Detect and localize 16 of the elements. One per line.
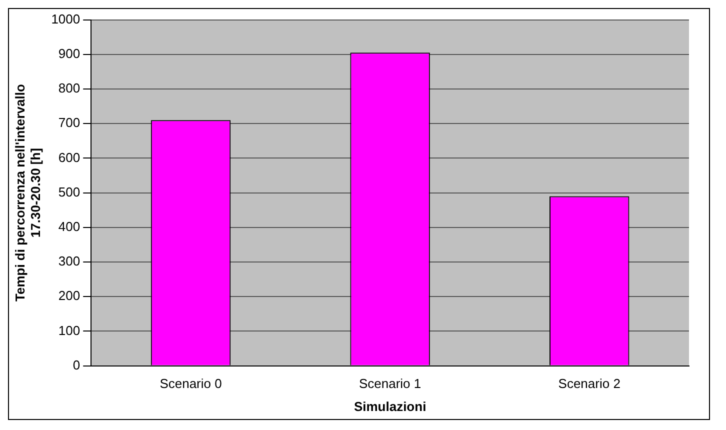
x-tick-label: Scenario 0 bbox=[160, 376, 222, 392]
y-tick-label: 700 bbox=[58, 115, 80, 130]
y-tick-label: 100 bbox=[58, 322, 80, 338]
y-tick-label: 1000 bbox=[51, 11, 80, 26]
x-axis-title: Simulazioni bbox=[354, 398, 426, 414]
y-tick-label: 600 bbox=[58, 150, 80, 165]
y-tick-label: 400 bbox=[58, 218, 80, 234]
y-tick-label: 300 bbox=[58, 254, 80, 269]
y-tick-label: 500 bbox=[58, 184, 80, 200]
y-tick-label: 900 bbox=[58, 46, 80, 61]
y-tick-label: 800 bbox=[58, 80, 80, 96]
x-tick-label: Scenario 2 bbox=[558, 376, 620, 392]
x-tick-label: Scenario 1 bbox=[358, 376, 422, 392]
y-tick-label: 200 bbox=[58, 288, 80, 304]
y-axis-title: Tempi di percorrenza nell'intervallo 17.30-20.30 [h] bbox=[12, 84, 43, 302]
y-tick-label: 0 bbox=[72, 357, 80, 372]
